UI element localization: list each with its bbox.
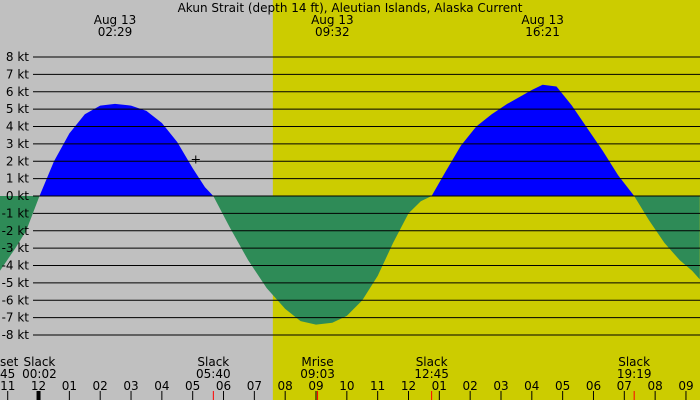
y-tick-label: 5 kt — [6, 102, 29, 116]
hour-tick-label: 03 — [493, 379, 508, 393]
hour-tick-label: 06 — [216, 379, 231, 393]
y-tick-label: 7 kt — [6, 67, 29, 81]
hour-tick-label: 09 — [678, 379, 693, 393]
hour-tick-label: 08 — [278, 379, 293, 393]
hour-tick-label: 11 — [0, 379, 15, 393]
y-tick-label: -8 kt — [2, 328, 30, 342]
y-tick-label: 1 kt — [6, 172, 29, 186]
cursor-crosshair — [191, 155, 200, 164]
y-tick-label: -2 kt — [2, 224, 30, 238]
event-name-label: Mrise — [301, 355, 333, 369]
event-name-label: Slack — [618, 355, 650, 369]
event-name-label: Slack — [24, 355, 56, 369]
event-time-label: 09:03 — [300, 367, 335, 381]
event-time-label: 00:02 — [22, 367, 57, 381]
y-tick-label: 3 kt — [6, 137, 29, 151]
hour-tick-label: 09 — [308, 379, 323, 393]
hour-tick-label: 06 — [586, 379, 601, 393]
hour-tick-label: 12 — [31, 379, 46, 393]
y-tick-label: -4 kt — [2, 259, 30, 273]
y-tick-label: -1 kt — [2, 206, 30, 220]
event-time-label: 05:40 — [196, 367, 231, 381]
y-tick-label: -6 kt — [2, 293, 30, 307]
event-time-label: 12:45 — [414, 367, 449, 381]
top-time-label: 09:32 — [315, 25, 350, 39]
y-tick-label: 0 kt — [6, 189, 29, 203]
ebb-area — [213, 196, 432, 325]
y-tick-label: -7 kt — [2, 311, 30, 325]
y-tick-label: 6 kt — [6, 85, 29, 99]
event-name-label: Slack — [416, 355, 448, 369]
y-tick-label: 4 kt — [6, 120, 29, 134]
hour-tick-label: 07 — [617, 379, 632, 393]
event-name-label: Slack — [197, 355, 229, 369]
y-tick-label: 8 kt — [6, 50, 29, 64]
hour-tick-label: 02 — [463, 379, 478, 393]
ebb-area — [0, 196, 40, 271]
hour-tick-label: 01 — [432, 379, 447, 393]
event-time-label: 19:19 — [617, 367, 652, 381]
hour-tick-label: 02 — [93, 379, 108, 393]
flood-area — [431, 84, 635, 196]
ebb-area — [634, 196, 700, 280]
hour-tick-label: 03 — [123, 379, 138, 393]
hour-tick-label: 04 — [154, 379, 169, 393]
top-date-label: Aug 13 — [94, 13, 137, 27]
y-tick-label: -3 kt — [2, 241, 30, 255]
y-tick-label: 2 kt — [6, 154, 29, 168]
top-date-label: Aug 13 — [311, 13, 354, 27]
edge-event-time-label: 45 — [0, 367, 15, 381]
midnight-marker — [36, 391, 41, 400]
hour-tick-label: 04 — [524, 379, 539, 393]
hour-tick-label: 07 — [247, 379, 262, 393]
hour-tick-label: 12 — [401, 379, 416, 393]
y-tick-label: -5 kt — [2, 276, 30, 290]
hour-tick-label: 11 — [370, 379, 385, 393]
top-date-label: Aug 13 — [521, 13, 564, 27]
chart-title: Akun Strait (depth 14 ft), Aleutian Isla… — [178, 1, 523, 15]
hour-tick-label: 08 — [647, 379, 662, 393]
hour-tick-label: 05 — [555, 379, 570, 393]
top-time-label: 02:29 — [98, 25, 133, 39]
edge-event-name-label: set — [0, 355, 19, 369]
hour-tick-label: 10 — [339, 379, 354, 393]
hour-tick-label: 01 — [62, 379, 77, 393]
hour-tick-label: 05 — [185, 379, 200, 393]
top-time-label: 16:21 — [525, 25, 560, 39]
